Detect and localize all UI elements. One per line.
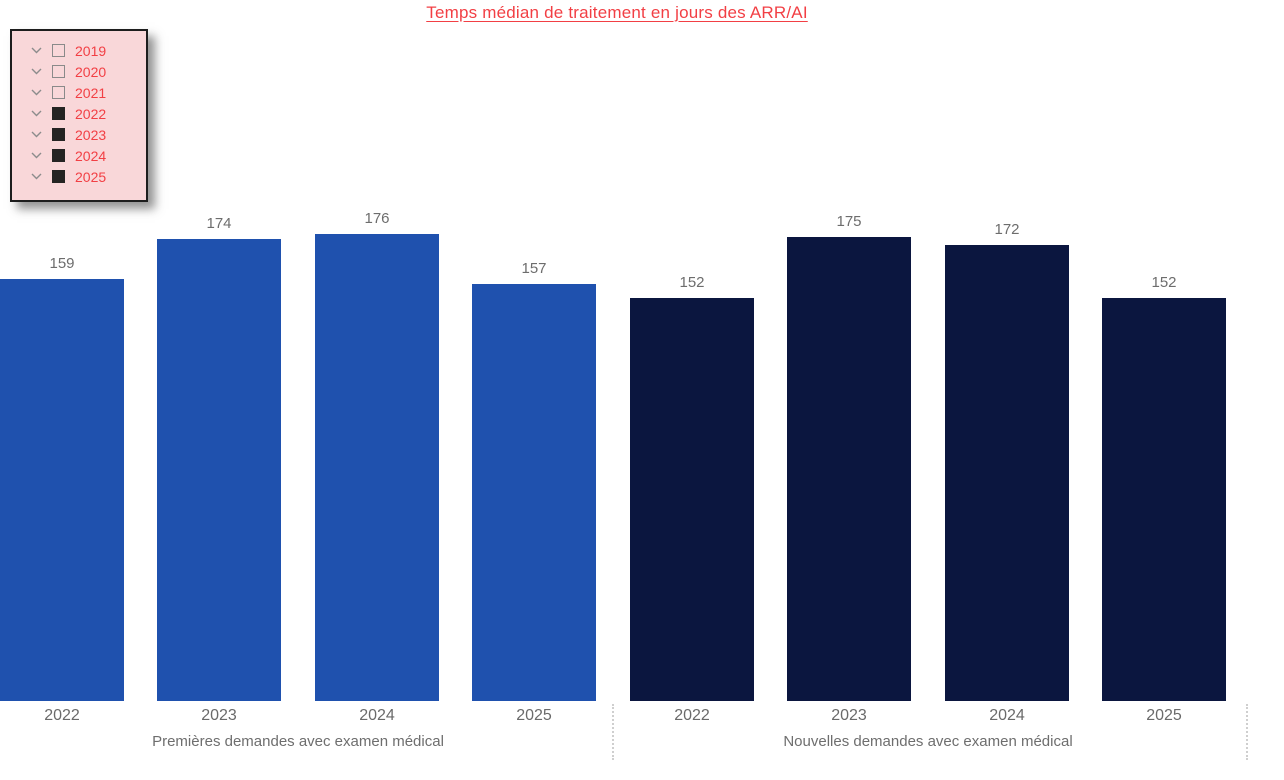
filter-item-label: 2019 xyxy=(75,42,107,59)
filter-item-2019[interactable]: 2019 xyxy=(18,40,140,61)
bar-column-nouvelles-2022: 152 xyxy=(630,0,754,780)
bar-value-label: 174 xyxy=(206,215,232,232)
checkbox-checked-icon[interactable] xyxy=(52,107,65,120)
x-axis-tick-label: 2022 xyxy=(674,707,710,724)
filter-item-2025[interactable]: 2025 xyxy=(18,166,140,187)
bar[interactable] xyxy=(787,237,911,701)
bar-column-nouvelles-2025: 152 xyxy=(1102,0,1226,780)
filter-item-2024[interactable]: 2024 xyxy=(18,145,140,166)
chart-title: Temps médian de traitement en jours des … xyxy=(426,3,808,22)
x-axis-tick-label: 2022 xyxy=(44,707,80,724)
bar-column-premières-2025: 157 xyxy=(472,0,596,780)
bar-value-label: 175 xyxy=(836,213,862,230)
bar-column-premières-2022: 159 xyxy=(0,0,124,780)
filter-item-label: 2025 xyxy=(75,168,107,185)
x-axis-tick-label: 2024 xyxy=(359,707,395,724)
filter-item-label: 2023 xyxy=(75,126,107,143)
filter-item-label: 2021 xyxy=(75,84,107,101)
checkbox-unchecked-icon[interactable] xyxy=(52,44,65,57)
bar[interactable] xyxy=(0,279,124,701)
group-axis-label: Premières demandes avec examen médical xyxy=(152,733,444,750)
checkbox-unchecked-icon[interactable] xyxy=(52,86,65,99)
bar-value-label: 152 xyxy=(679,274,705,291)
bar[interactable] xyxy=(630,298,754,701)
checkbox-checked-icon[interactable] xyxy=(52,149,65,162)
filter-item-2020[interactable]: 2020 xyxy=(18,61,140,82)
filter-panel-items: 2019 2020 2021 2022 2023 2024 2025 xyxy=(18,40,140,187)
chevron-down-icon[interactable] xyxy=(30,108,42,120)
bar[interactable] xyxy=(1102,298,1226,701)
x-axis-tick-label: 2023 xyxy=(201,707,237,724)
filter-item-2023[interactable]: 2023 xyxy=(18,124,140,145)
chevron-down-icon[interactable] xyxy=(30,171,42,183)
x-axis-tick-label: 2025 xyxy=(1146,707,1182,724)
chevron-down-icon[interactable] xyxy=(30,87,42,99)
bar[interactable] xyxy=(945,245,1069,701)
chevron-down-icon[interactable] xyxy=(30,150,42,162)
filter-item-label: 2022 xyxy=(75,105,107,122)
chevron-down-icon[interactable] xyxy=(30,66,42,78)
bar[interactable] xyxy=(472,284,596,701)
bar-column-nouvelles-2024: 172 xyxy=(945,0,1069,780)
chevron-down-icon[interactable] xyxy=(30,129,42,141)
group-separator-middle xyxy=(612,704,614,760)
x-axis-tick-label: 2024 xyxy=(989,707,1025,724)
bar-value-label: 157 xyxy=(521,260,547,277)
checkbox-unchecked-icon[interactable] xyxy=(52,65,65,78)
checkbox-checked-icon[interactable] xyxy=(52,128,65,141)
x-axis-tick-label: 2023 xyxy=(831,707,867,724)
bar-value-label: 172 xyxy=(994,221,1020,238)
bar-value-label: 159 xyxy=(49,255,75,272)
filter-item-label: 2024 xyxy=(75,147,107,164)
bar-column-premières-2024: 176 xyxy=(315,0,439,780)
bar-value-label: 176 xyxy=(364,210,390,227)
filter-item-label: 2020 xyxy=(75,63,107,80)
chevron-down-icon[interactable] xyxy=(30,45,42,57)
filter-item-2021[interactable]: 2021 xyxy=(18,82,140,103)
bar-column-nouvelles-2023: 175 xyxy=(787,0,911,780)
group-separator-right xyxy=(1246,704,1248,760)
group-axis-label: Nouvelles demandes avec examen médical xyxy=(783,733,1073,750)
filter-item-2022[interactable]: 2022 xyxy=(18,103,140,124)
bar[interactable] xyxy=(315,234,439,701)
x-axis-tick-label: 2025 xyxy=(516,707,552,724)
checkbox-checked-icon[interactable] xyxy=(52,170,65,183)
year-filter-panel[interactable]: 2019 2020 2021 2022 2023 2024 2025 xyxy=(10,29,148,202)
bar-value-label: 152 xyxy=(1151,274,1177,291)
bar-column-premières-2023: 174 xyxy=(157,0,281,780)
bar[interactable] xyxy=(157,239,281,701)
